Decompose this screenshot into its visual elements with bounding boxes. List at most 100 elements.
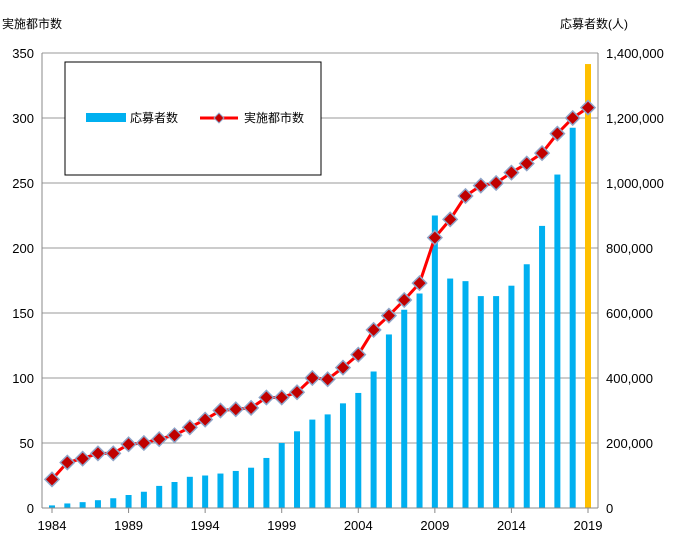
- line-marker: [549, 125, 566, 142]
- bar: [539, 225, 546, 508]
- line-marker: [411, 274, 428, 292]
- bar: [477, 296, 484, 508]
- line-marker: [181, 419, 198, 436]
- left-tick-label: 100: [12, 371, 34, 386]
- legend-line-label: 実施都市数: [244, 110, 304, 125]
- legend: 応募者数 実施都市数: [64, 61, 322, 176]
- x-tick-label: 1984: [38, 518, 67, 533]
- line-marker: [258, 389, 275, 406]
- line-marker: [518, 155, 535, 172]
- legend-bar-swatch: [86, 113, 126, 122]
- line-marker: [273, 389, 290, 406]
- line-marker: [457, 187, 474, 205]
- bar: [248, 467, 255, 508]
- bar: [94, 500, 101, 508]
- bar: [462, 281, 469, 508]
- axes: 0 0 50 200,000 100 400,000 150 600,000 200 800,00…: [12, 46, 664, 533]
- line-marker: [197, 411, 214, 428]
- legend-bar-label: 応募者数: [130, 110, 178, 125]
- bar: [523, 264, 530, 508]
- bar: [401, 309, 408, 508]
- line-marker: [59, 454, 76, 471]
- bar: [508, 285, 515, 508]
- line-marker: [472, 177, 489, 194]
- left-tick-label: 150: [12, 306, 34, 321]
- right-axis-title: 応募者数(人): [560, 16, 628, 31]
- bar: [278, 443, 285, 508]
- bar: [385, 334, 392, 508]
- bar: [186, 476, 193, 508]
- bar: [79, 502, 86, 508]
- bar: [294, 431, 301, 508]
- bar: [585, 64, 591, 509]
- right-tick-label: 0: [606, 501, 613, 516]
- bar: [156, 485, 163, 508]
- line-marker: [135, 434, 153, 452]
- bar: [447, 278, 454, 508]
- bar: [309, 419, 316, 508]
- line-marker: [151, 430, 168, 448]
- right-tick-label: 400,000: [606, 371, 653, 386]
- bar: [263, 457, 270, 508]
- line-marker: [288, 384, 306, 401]
- line-marker: [120, 436, 137, 453]
- line-marker: [365, 321, 382, 339]
- line-marker: [533, 144, 551, 162]
- bar: [493, 296, 500, 508]
- line-marker: [396, 291, 413, 309]
- line-marker: [334, 359, 352, 376]
- line-marker: [487, 174, 505, 192]
- bar: [110, 498, 117, 508]
- x-tick-label: 2009: [420, 518, 449, 533]
- x-tick-label: 1989: [114, 518, 143, 533]
- bar: [202, 475, 209, 508]
- right-tick-label: 200,000: [606, 436, 653, 451]
- bar: [431, 215, 438, 508]
- line-marker: [89, 445, 107, 462]
- line-series: [43, 99, 597, 488]
- right-tick-label: 1,200,000: [606, 111, 664, 126]
- bar: [324, 414, 331, 508]
- bar: [171, 482, 178, 508]
- left-tick-label: 0: [27, 501, 34, 516]
- left-tick-label: 300: [12, 111, 34, 126]
- line-marker: [227, 401, 244, 418]
- line-marker: [380, 307, 398, 324]
- bar: [125, 495, 132, 508]
- bar: [370, 371, 377, 508]
- right-tick-label: 800,000: [606, 241, 653, 256]
- left-tick-label: 200: [12, 241, 34, 256]
- line-marker: [579, 99, 597, 116]
- left-tick-label: 250: [12, 176, 34, 191]
- line-marker: [426, 229, 443, 246]
- line-marker: [564, 109, 581, 127]
- bar: [554, 174, 561, 509]
- line-marker: [43, 471, 61, 488]
- bar: [355, 392, 362, 508]
- bar: [64, 503, 71, 508]
- bar: [217, 473, 224, 508]
- x-tick-label: 1999: [267, 518, 296, 533]
- legend-line-marker: [213, 112, 225, 124]
- right-tick-label: 600,000: [606, 306, 653, 321]
- bar: [416, 293, 423, 508]
- line-marker: [442, 211, 459, 228]
- bar: [49, 505, 55, 508]
- bar: [140, 491, 147, 508]
- line-marker: [350, 346, 367, 363]
- line-marker: [242, 399, 260, 417]
- left-tick-label: 50: [20, 436, 34, 451]
- left-axis-title: 実施都市数: [2, 16, 62, 31]
- bar: [339, 403, 346, 508]
- left-tick-label: 350: [12, 46, 34, 61]
- x-tick-label: 1994: [191, 518, 220, 533]
- line-marker: [503, 164, 520, 181]
- line-marker: [74, 450, 91, 467]
- line-marker: [105, 445, 122, 462]
- x-tick-label: 2019: [574, 518, 603, 533]
- right-tick-label: 1,000,000: [606, 176, 664, 191]
- right-tick-label: 1,400,000: [606, 46, 664, 61]
- bar: [569, 127, 576, 508]
- line-marker: [212, 402, 229, 419]
- bar-series: [49, 64, 591, 509]
